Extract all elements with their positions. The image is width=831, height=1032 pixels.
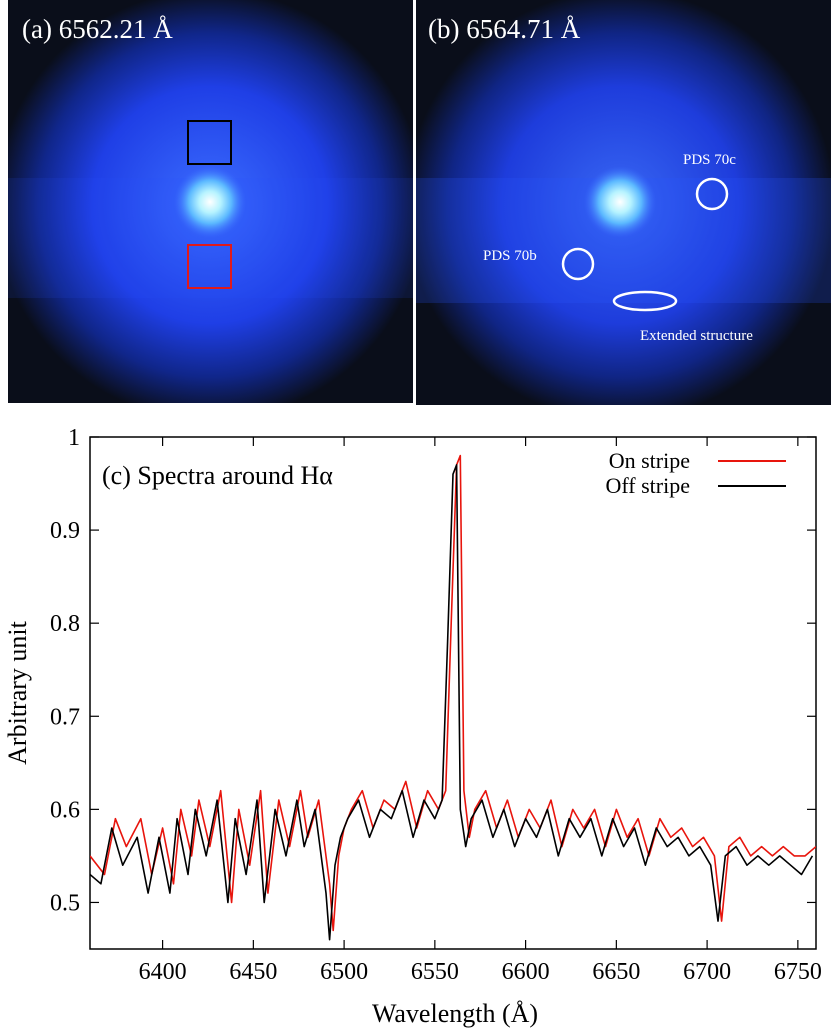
extended-structure-marker [612,290,678,312]
on-stripe-box [187,244,232,289]
pds70b-marker [561,247,595,281]
panel-b-label: (b) 6564.71 Å [428,14,581,44]
pds70c-marker [695,177,729,211]
off-stripe-box [187,120,232,165]
panel-b-star-core [584,166,656,238]
chart-title: (c) Spectra around Hα [102,461,333,490]
series-line-off-stripe [90,464,814,941]
panel-b: PDS 70c PDS 70b Extended structure (b) 6… [416,0,831,405]
pds70b-label: PDS 70b [483,248,537,264]
x-tick-label: 6500 [320,959,368,985]
series-line-on-stripe [90,454,816,932]
y-tick-label: 0.9 [50,518,80,544]
y-tick-label: 0.7 [50,704,80,730]
panel-c: 6400 6450 6500 6550 6600 6650 6700 6750 0.50.60… [3,425,822,1028]
x-tick-label: 6750 [774,959,822,985]
legend-label: Off stripe [605,473,690,498]
plot-series [90,454,816,941]
y-axis-label: Arbitrary unit [3,620,32,764]
extended-structure-label: Extended structure [640,328,753,344]
y-tick-label: 0.6 [50,797,80,823]
x-axis: 6400 6450 6500 6550 6600 6650 6700 6750 [139,437,822,985]
legend-label: On stripe [609,448,690,473]
y-tick-label: 0.8 [50,611,80,637]
x-tick-label: 6400 [139,959,187,985]
panel-a-star-core [174,166,246,238]
y-tick-label: 0.5 [50,890,80,916]
panel-a: (a) 6562.21 Å [8,0,413,403]
y-tick-label: 1 [68,425,80,451]
x-tick-label: 6450 [229,959,277,985]
x-tick-label: 6700 [683,959,731,985]
y-axis: 0.5 0.6 0.7 0.8 0.9 1 [50,425,816,916]
x-tick-label: 6650 [592,959,640,985]
x-tick-label: 6600 [502,959,550,985]
panel-a-label: (a) 6562.21 Å [22,14,173,44]
plot-frame [89,436,817,950]
pds70c-label: PDS 70c [683,152,736,168]
x-axis-label: Wavelength (Å) [372,999,538,1028]
x-tick-label: 6550 [411,959,459,985]
